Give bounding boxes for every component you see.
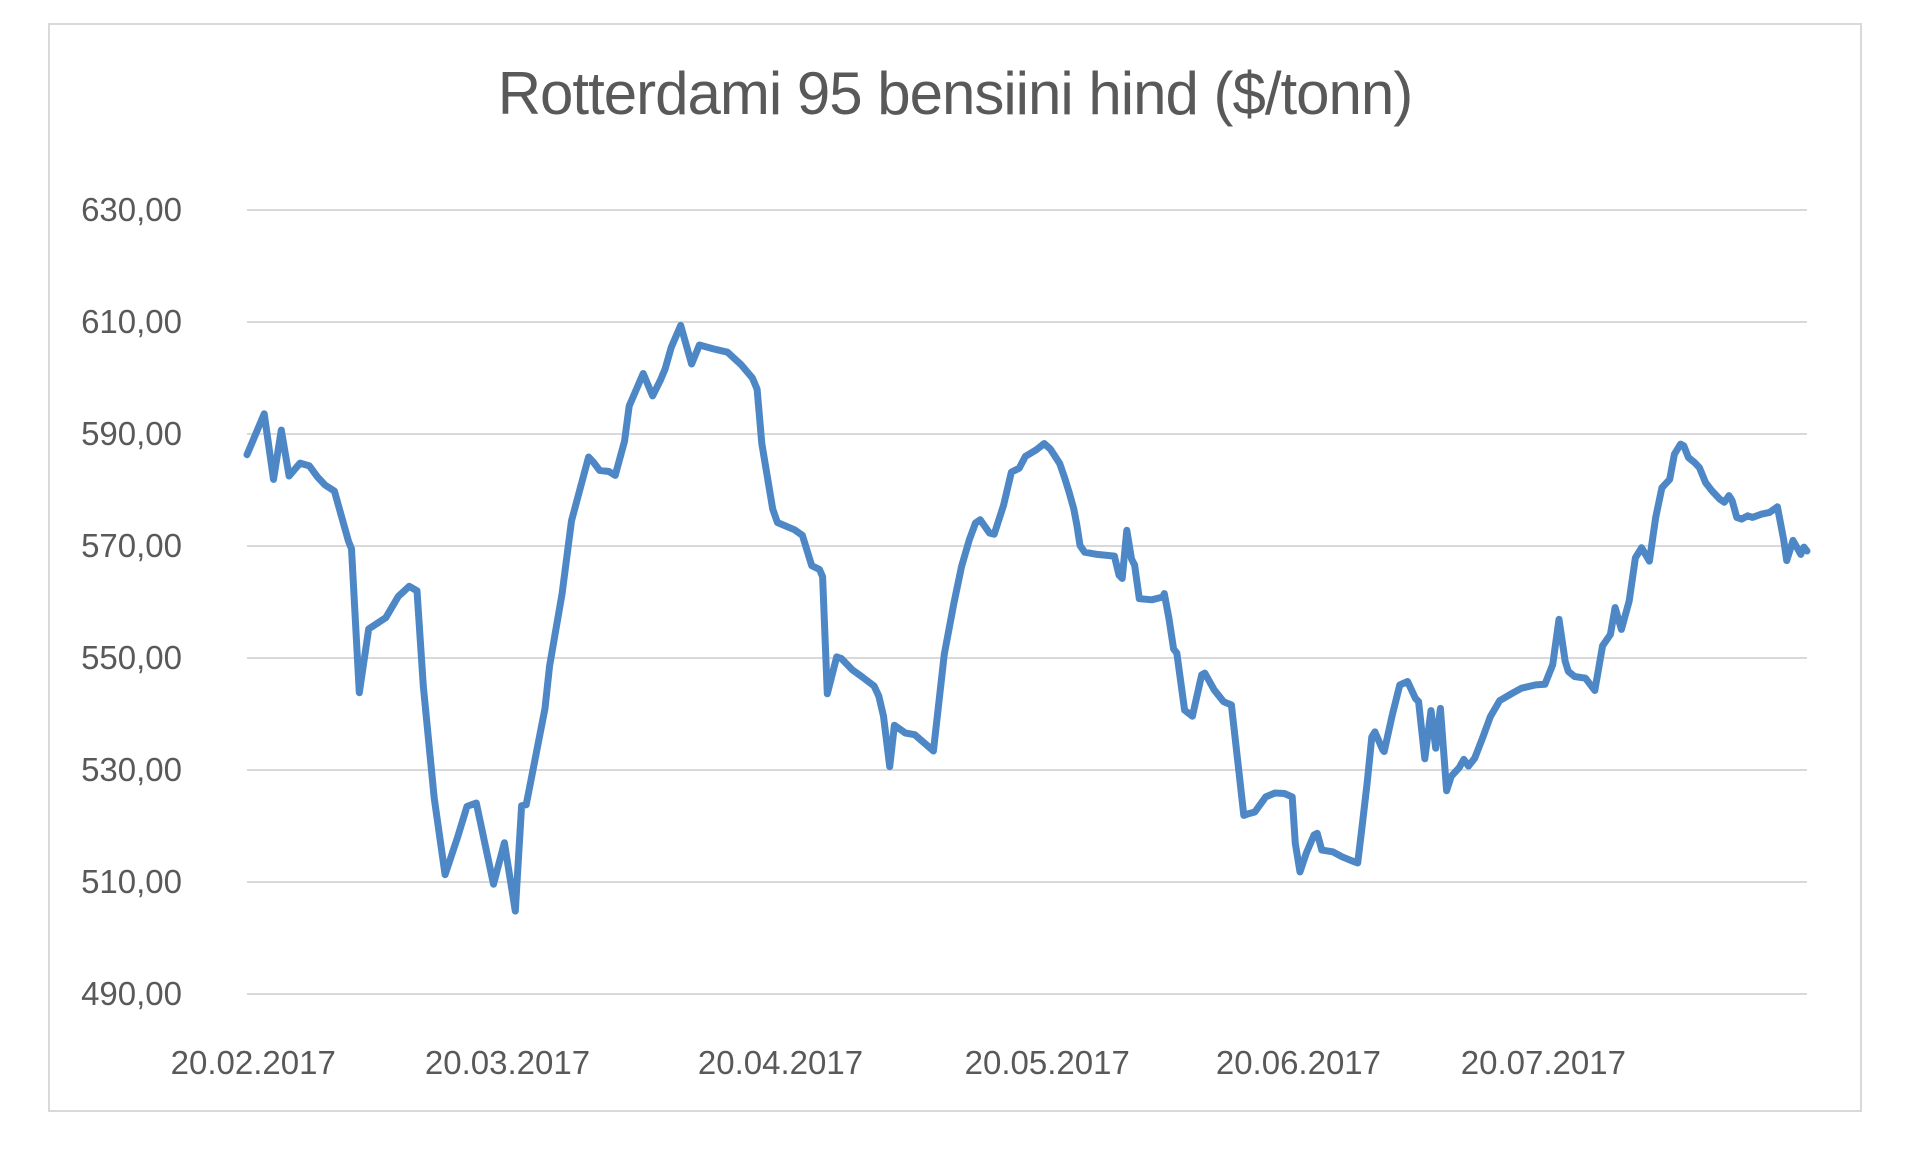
x-axis-label: 20.02.2017 — [170, 1044, 336, 1081]
y-axis-label: 490,00 — [81, 975, 182, 1012]
gridline — [247, 321, 1807, 323]
y-axis-label: 530,00 — [81, 751, 182, 788]
y-axis-label: 630,00 — [81, 191, 182, 228]
y-axis-label: 550,00 — [81, 639, 182, 676]
y-axis-label: 570,00 — [81, 527, 182, 564]
x-axis-label: 20.03.2017 — [424, 1044, 591, 1081]
chart-title: Rotterdami 95 bensiini hind ($/tonn) — [497, 60, 1414, 127]
y-axis-label: 510,00 — [81, 863, 182, 900]
x-axis-label: 20.07.2017 — [1460, 1044, 1626, 1081]
gridline — [247, 993, 1807, 995]
gridline — [247, 209, 1807, 211]
gridline — [247, 769, 1807, 771]
gridline — [247, 545, 1807, 547]
y-axis-label: 610,00 — [81, 303, 182, 340]
gridline — [247, 657, 1807, 659]
gridline — [247, 881, 1807, 883]
chart-frame: Rotterdami 95 bensiini hind ($/tonn) 630… — [48, 23, 1862, 1112]
x-axis-label: 20.05.2017 — [964, 1044, 1130, 1081]
plot-area — [243, 321, 1811, 915]
x-axis-label: 20.06.2017 — [1215, 1044, 1382, 1081]
gridline — [247, 433, 1807, 435]
price-line-series — [243, 321, 1811, 915]
x-axis-label: 20.04.2017 — [697, 1044, 864, 1081]
y-axis-label: 590,00 — [81, 415, 182, 452]
